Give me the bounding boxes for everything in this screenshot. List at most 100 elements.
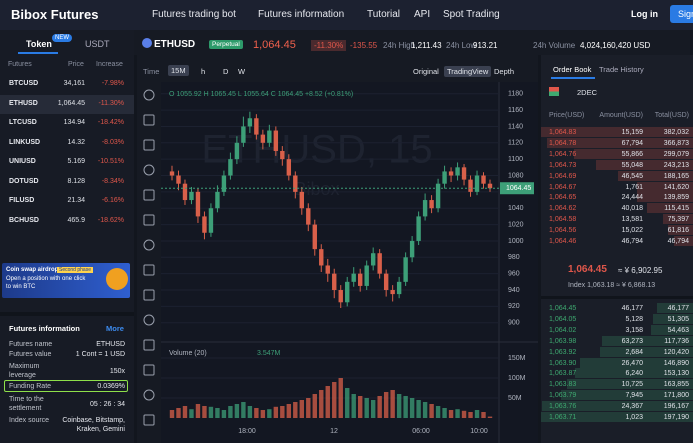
menu-item[interactable]: Tutorial [367,9,400,20]
futures-change: -8.03% [101,138,124,146]
tab[interactable]: Trade History [599,65,644,74]
menu-item[interactable]: Futures trading bot [152,9,236,20]
futures-symbol[interactable]: BCHUSD [9,216,39,224]
tab-active[interactable]: Order Book [553,65,592,74]
interval-button[interactable]: 15M [168,65,189,76]
volume-bar [241,402,246,418]
drawing-tool[interactable] [143,214,155,226]
book-cell: 54,463 [667,326,689,334]
candle-body [358,273,363,286]
depth-bar [547,137,693,148]
futures-symbol[interactable]: LINKUSD [9,138,41,146]
view-button[interactable]: TradingView [444,66,492,77]
index-price: Index 1,063.18 ≈ ¥ 6,868.13 [568,282,656,289]
column-header: Price [68,61,84,68]
center-panel: ETHUSD Perpetual 1,064.45 -11.30% -135.55 24h… [134,30,690,443]
candle-body [234,142,240,160]
drawing-tool[interactable] [143,389,155,401]
futures-symbol[interactable]: BTCUSD [9,80,39,87]
futures-change: -11.30% [98,99,124,107]
drawing-tool[interactable] [143,239,155,251]
view-button[interactable]: Original [413,67,439,76]
drawing-tool[interactable] [143,189,155,201]
column-header: Amount(USD) [599,112,643,119]
futures-symbol[interactable]: LTCUSD [9,119,37,126]
drawing-tool[interactable] [143,164,155,176]
book-cell: 163,855 [663,381,689,389]
usdt-tab[interactable]: USDT [85,39,110,49]
drawing-tool[interactable] [143,339,155,351]
book-cell: 1,023 [625,414,643,421]
book-cell: 1,063.79 [549,392,577,400]
book-cell: 24,367 [621,403,643,411]
info-label: Futures name [9,341,53,348]
depth-bar [560,390,693,401]
signup-button[interactable]: Sign up [670,5,693,23]
volume-bar [299,400,304,418]
futures-change: -18.62% [97,216,124,224]
futures-symbol[interactable]: DOTUSD [9,177,39,185]
menu-item[interactable]: API [414,9,431,20]
interval-button[interactable]: W [238,67,246,76]
book-cell: 40,018 [621,205,643,213]
token-tab[interactable]: Token [26,39,52,49]
candle-body [202,216,207,233]
book-cell: 1,064.83 [549,129,577,136]
menu-item[interactable]: Futures information [258,9,345,20]
info-more[interactable]: More [106,324,124,333]
book-cell: 1,064.56 [549,227,577,235]
candle-body [176,175,181,184]
book-cell: 51,305 [667,315,689,323]
drawing-tool[interactable] [143,314,155,326]
candle-body [189,191,194,201]
drawing-tool[interactable] [143,264,155,276]
depth-bar [657,303,693,313]
volume-bar [247,406,253,418]
book-cell: 75,397 [667,216,689,224]
precision-select[interactable]: 2DEC [577,88,598,97]
interval-button[interactable]: D [223,67,229,76]
drawing-tool[interactable] [143,414,155,426]
volume-bar [409,398,415,418]
volume-bar [208,406,214,418]
banner[interactable]: Coin swap airdrop Second phase Open a posi… [2,263,130,298]
candle-body [260,134,266,143]
volume-bar [325,386,330,418]
ticker-symbol: ETHUSD [154,39,196,50]
login[interactable]: Log in [631,9,658,19]
drawing-tool[interactable] [143,89,155,101]
book-cell: 1,063.90 [549,359,577,367]
futures-symbol[interactable]: ETHUSD [9,99,38,107]
y-tick-label: 980 [508,254,520,261]
futures-symbol[interactable]: UNIUSD [9,158,36,165]
new-badge: NEW [52,34,72,42]
volume-bar [390,390,395,418]
watermark: Bibox [294,179,339,199]
depth-bar [541,401,693,412]
drawing-tool[interactable] [143,114,155,126]
candle-body [221,175,227,192]
logo[interactable]: Bibox Futures [11,7,98,22]
drawing-tool[interactable] [143,139,155,151]
book-cell: 1,064.62 [549,205,577,213]
view-button[interactable]: Depth [494,67,515,76]
futures-symbol[interactable]: FILUSD [9,197,35,204]
info-label: Index source [9,417,50,424]
info-label: Futures value [9,351,52,358]
book-cell: 188,165 [663,172,689,180]
book-cell: 63,273 [621,337,643,345]
candle-body [403,257,408,282]
book-cell: 67,794 [621,139,643,147]
menu-item[interactable]: Spot Trading [443,9,500,20]
drawing-tool[interactable] [143,364,155,376]
candle-body [338,290,343,303]
volume-bar [338,378,343,418]
volume-title: Volume (20) [169,350,207,357]
y-tick-label: 1180 [508,91,523,98]
interval-button[interactable]: h [201,67,206,76]
book-cell: 61,816 [667,227,689,235]
book-cell: 13,581 [621,216,643,224]
candle-body [487,183,493,189]
volume-bar [319,390,324,418]
drawing-tool[interactable] [143,289,155,301]
